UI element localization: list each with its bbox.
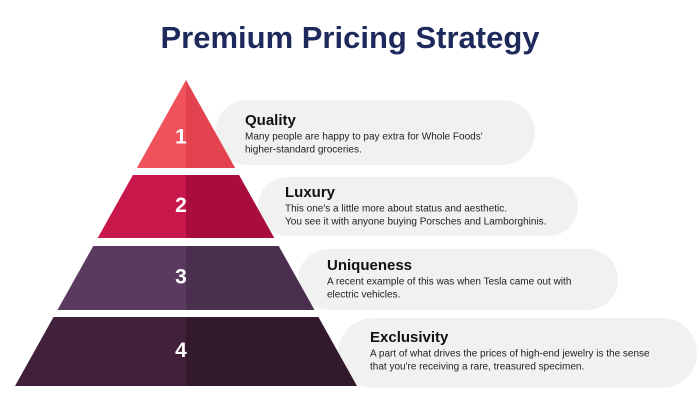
tier-title: Luxury (285, 184, 336, 201)
tier-title: Uniqueness (327, 257, 412, 274)
tier-left (57, 246, 187, 310)
tier-left (136, 80, 186, 168)
tier-title: Quality (245, 112, 297, 129)
tier-right (186, 246, 315, 310)
tier-left (97, 175, 186, 238)
tier-description: that you're receiving a rare, treasured … (370, 362, 584, 373)
tier-right (186, 175, 275, 238)
tier-left (15, 317, 186, 386)
tier-description: You see it with anyone buying Porsches a… (285, 217, 546, 228)
text-panel (338, 318, 697, 388)
text-panel (258, 177, 578, 236)
tier-number: 1 (175, 126, 187, 149)
tier-right (186, 80, 236, 168)
tier-description: Many people are happy to pay extra for W… (245, 132, 483, 143)
tier-right (186, 317, 357, 386)
text-panel (298, 249, 618, 310)
tier-number: 2 (175, 194, 187, 217)
tier-description: higher-standard groceries. (245, 145, 362, 156)
title: Premium Pricing Strategy (160, 20, 540, 55)
tier-title: Exclusivity (370, 329, 449, 346)
tier-description: This one's a little more about status an… (285, 204, 507, 215)
tier-number: 4 (175, 339, 187, 362)
tier-description: electric vehicles. (327, 290, 400, 301)
tier-description: A part of what drives the prices of high… (370, 349, 650, 360)
tier-description: A recent example of this was when Tesla … (327, 277, 571, 288)
tier-number: 3 (175, 266, 187, 289)
text-panel (215, 100, 535, 165)
